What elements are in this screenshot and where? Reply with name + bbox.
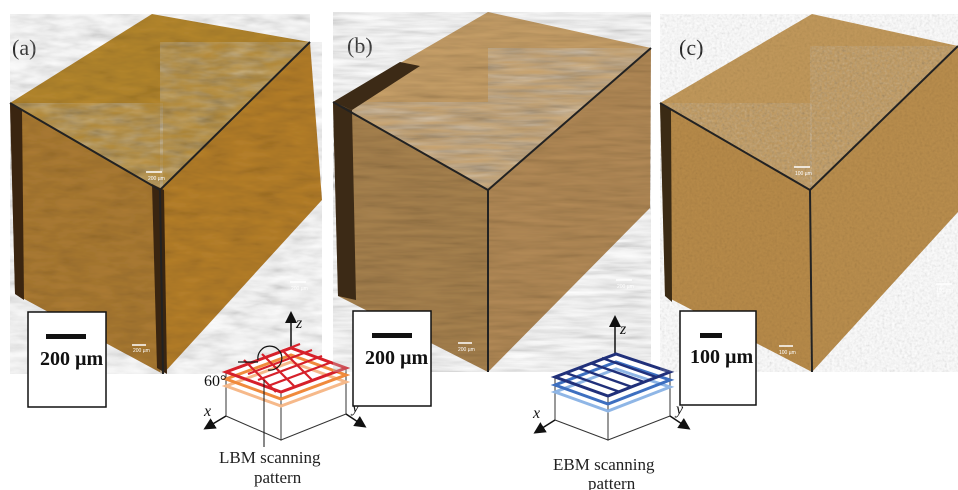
cube-a-right-face	[160, 42, 322, 374]
cube-b-dark-corner	[333, 62, 420, 110]
scale-bar-a-label: 200 µm	[40, 348, 104, 370]
panel-a-label: (a)	[12, 35, 36, 60]
cube-a: 200 µm 200 µm 200 µm	[9, 14, 322, 375]
scale-bar-c-label: 100 µm	[690, 346, 754, 368]
cube-a-left-micro-label: 200 µm	[133, 348, 150, 354]
ebm-layer-light	[550, 367, 675, 413]
ebm-layer-navy	[550, 352, 675, 398]
cube-c-left-micro-label: 100 µm	[779, 350, 796, 356]
cube-b-right-micro-label: 200 µm	[617, 284, 634, 290]
cube-c-right-face	[810, 46, 958, 372]
scale-bar-b-label: 200 µm	[365, 347, 429, 369]
cube-b-left-micro-label: 200 µm	[458, 347, 475, 353]
cube-b-dark-edge	[333, 102, 356, 300]
cube-a-right-micro-label: 200 µm	[291, 286, 308, 292]
cube-a-front-edge	[152, 184, 167, 374]
cube-b-right-face	[488, 48, 651, 372]
ebm-x-label: x⃗	[532, 405, 553, 422]
lbm-scan-lines	[237, 342, 333, 393]
cube-b-left-face	[333, 102, 488, 372]
cube-c-dark-edge	[660, 103, 672, 302]
lbm-caption-line1: LBM scanning	[219, 448, 321, 467]
ebm-caption-line1: EBM scanning	[553, 455, 655, 474]
lbm-diagram: z⃗ 60° x⃗ y⃗ LBM scanning pattern	[203, 311, 372, 487]
lbm-angle-label: 60°	[204, 373, 226, 390]
cube-c: 100 µm 100 µm 100 µm	[659, 14, 958, 373]
cube-a-left-face	[10, 103, 163, 374]
lbm-caption-line2: pattern	[254, 468, 302, 487]
lbm-z-label: z⃗	[295, 315, 315, 332]
cube-c-right-micro-label: 100 µm	[936, 288, 953, 294]
scale-box-c: 100 µm	[679, 310, 757, 406]
ebm-layer-blue	[550, 360, 675, 406]
panel-c: (c) 100 µm 100 µm 100 µm 100 µm	[659, 14, 958, 406]
ebm-z-label: z⃗	[619, 321, 639, 338]
lbm-x-label: x⃗	[203, 403, 224, 420]
cube-b: 200 µm 200 µm	[332, 12, 652, 372]
panel-c-label: (c)	[679, 35, 703, 60]
cube-c-top-micro-label: 100 µm	[795, 171, 812, 177]
scale-box-a: 200 µm	[27, 311, 107, 408]
cube-a-dark-edge	[10, 103, 24, 300]
cube-a-top-micro-label: 200 µm	[148, 176, 165, 182]
scale-box-b: 200 µm	[352, 310, 432, 407]
ebm-caption-line2: pattern	[588, 474, 636, 490]
ebm-diagram: z⃗ x⃗ y⃗ EBM scanning pattern	[532, 315, 696, 490]
cube-b-top-face	[333, 12, 651, 190]
panel-a: (a) 200 µm 200 µm 200 µm 200 µm	[9, 14, 322, 408]
lbm-layer-orange	[221, 353, 351, 401]
panel-b-label: (b)	[347, 33, 373, 58]
ebm-scan-lines	[565, 356, 657, 394]
panel-b: (b) 200 µm 200 µm 200 µm	[332, 12, 652, 407]
